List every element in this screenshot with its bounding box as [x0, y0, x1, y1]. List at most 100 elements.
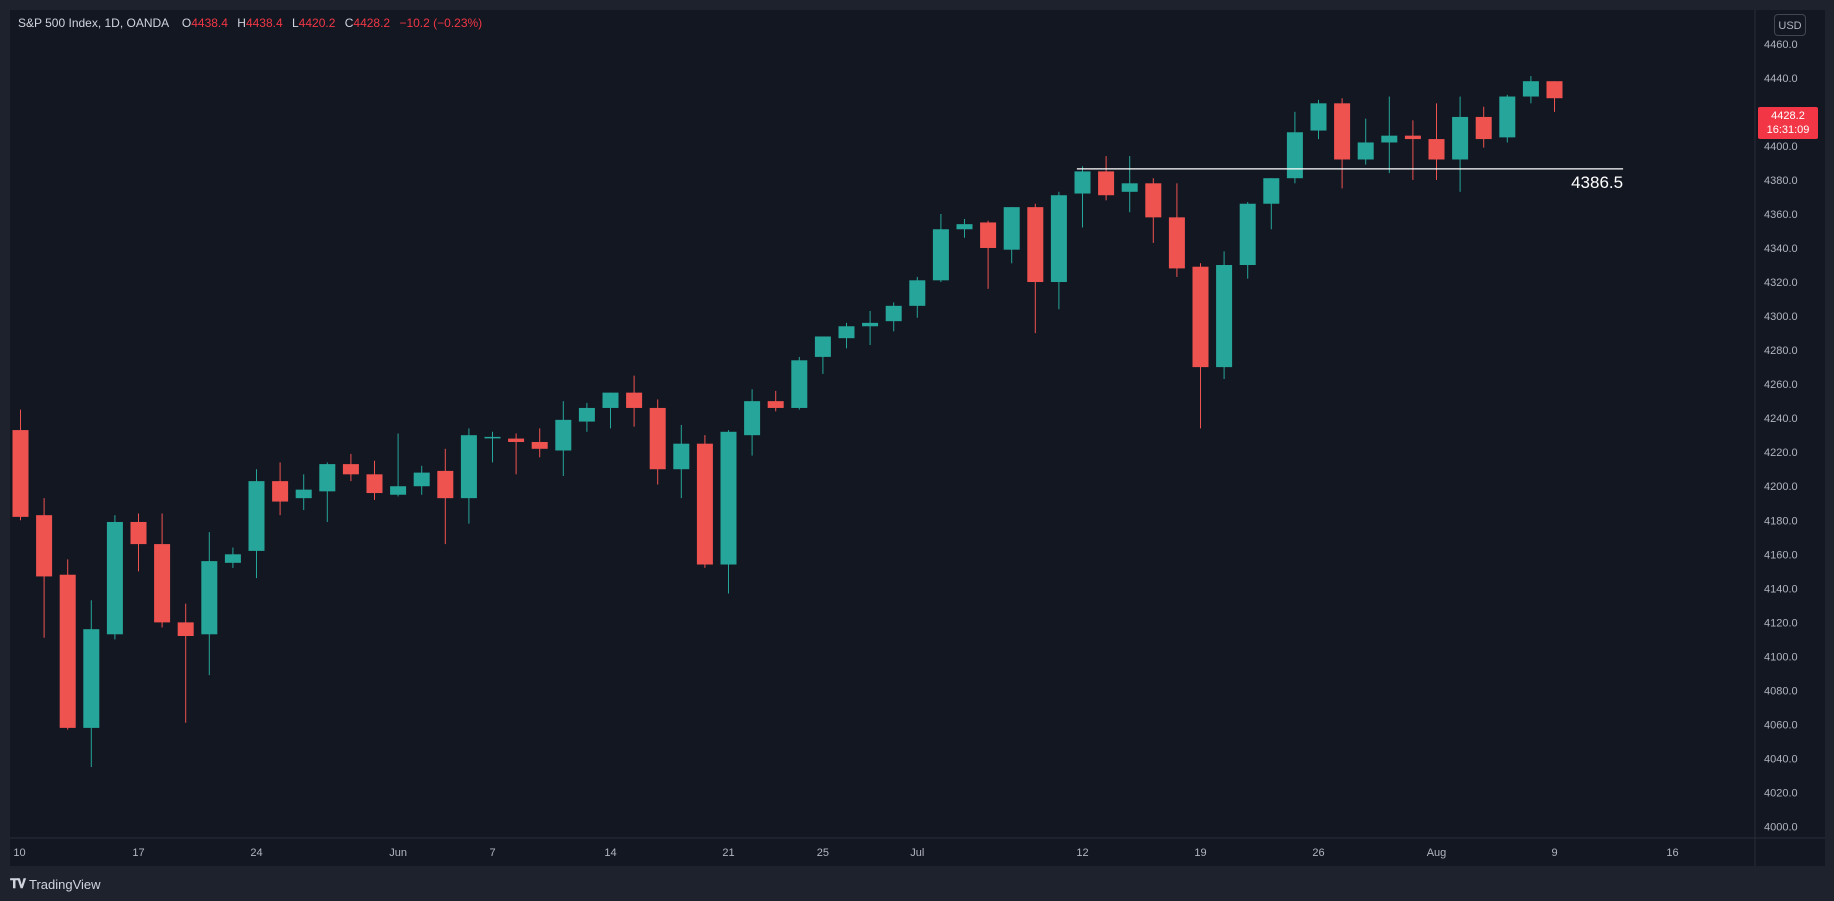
price-axis[interactable]	[1755, 10, 1825, 866]
candle[interactable]	[366, 460, 383, 500]
candle[interactable]	[649, 399, 666, 485]
candle[interactable]	[83, 600, 100, 768]
candle[interactable]	[342, 453, 359, 482]
candle-body	[83, 629, 100, 728]
candle-body	[791, 360, 808, 408]
candle[interactable]	[12, 409, 29, 521]
candle[interactable]	[36, 498, 53, 638]
candle[interactable]	[791, 356, 808, 410]
candle-body	[649, 407, 666, 470]
candle[interactable]	[673, 424, 690, 499]
candle-body	[1003, 207, 1020, 250]
time-tick-label: 12	[1076, 847, 1088, 859]
horizontal-line-label: 4386.5	[1571, 173, 1623, 192]
candle[interactable]	[767, 390, 784, 412]
candle-body	[390, 486, 407, 495]
candle[interactable]	[602, 392, 619, 429]
candle[interactable]	[696, 435, 713, 568]
candle[interactable]	[862, 310, 879, 345]
candle[interactable]	[177, 603, 194, 723]
candle[interactable]	[1263, 178, 1280, 230]
candle[interactable]	[956, 219, 973, 238]
plot-area[interactable]	[10, 10, 1755, 838]
candle-body	[531, 441, 548, 449]
price-tick-label: 4100.0	[1764, 651, 1798, 663]
candle[interactable]	[460, 428, 477, 524]
symbol-label[interactable]: S&P 500 Index, 1D, OANDA	[18, 16, 169, 30]
candle[interactable]	[720, 430, 737, 594]
brand[interactable]: 𝐓𝐕 TradingView	[10, 876, 101, 892]
candle[interactable]	[1357, 118, 1374, 165]
currency-button[interactable]: USD	[1774, 14, 1806, 36]
candle[interactable]	[224, 547, 241, 568]
candle-body	[980, 222, 997, 248]
time-tick-label: Aug	[1427, 847, 1447, 859]
candle[interactable]	[1121, 156, 1138, 213]
candle[interactable]	[1192, 263, 1209, 429]
price-tick-label: 4340.0	[1764, 243, 1798, 255]
candle[interactable]	[272, 462, 289, 516]
candle[interactable]	[1428, 103, 1445, 180]
candle[interactable]	[390, 433, 407, 497]
candle[interactable]	[319, 462, 336, 522]
candle[interactable]	[578, 402, 595, 432]
candle[interactable]	[1334, 98, 1351, 189]
price-tick-label: 4260.0	[1764, 379, 1798, 391]
candle[interactable]	[1381, 96, 1398, 174]
time-tick-label: 25	[817, 847, 829, 859]
candle[interactable]	[1475, 106, 1492, 148]
candle[interactable]	[248, 469, 265, 579]
candle[interactable]	[1074, 166, 1091, 228]
candle[interactable]	[1310, 99, 1327, 140]
candle[interactable]	[201, 532, 218, 676]
candle[interactable]	[130, 513, 147, 572]
candle[interactable]	[59, 559, 76, 730]
candle[interactable]	[1050, 191, 1067, 310]
candle-body	[224, 554, 241, 563]
candle[interactable]	[1522, 76, 1539, 104]
time-axis-labels: 10 17 24 Jun 7 14 21 25 Jul 12 19 26 Aug 9 16	[13, 847, 1678, 859]
price-tick-label: 4140.0	[1764, 583, 1798, 595]
candle[interactable]	[1286, 111, 1303, 184]
candle[interactable]	[1027, 203, 1044, 334]
candle-body	[1452, 116, 1469, 160]
candle[interactable]	[838, 322, 855, 349]
brand-name: TradingView	[29, 876, 101, 892]
candle[interactable]	[1098, 156, 1115, 201]
candle-body	[578, 407, 595, 422]
candle[interactable]	[484, 431, 501, 463]
candle[interactable]	[1168, 183, 1185, 277]
candle[interactable]	[531, 428, 548, 458]
candle[interactable]	[555, 401, 572, 477]
time-axis[interactable]	[10, 838, 1755, 866]
candle[interactable]	[626, 375, 643, 427]
candle[interactable]	[909, 276, 926, 318]
candle[interactable]	[1216, 251, 1233, 380]
candle[interactable]	[1452, 96, 1469, 192]
candle[interactable]	[885, 302, 902, 332]
candle[interactable]	[1546, 81, 1563, 112]
candle[interactable]	[1404, 120, 1421, 180]
close-label: C	[344, 16, 354, 30]
candle[interactable]	[932, 213, 949, 283]
candle-body	[201, 561, 218, 635]
candle[interactable]	[295, 474, 312, 511]
candle[interactable]	[1499, 94, 1516, 143]
candle[interactable]	[413, 465, 430, 495]
candle[interactable]	[1145, 178, 1162, 243]
candle[interactable]	[1239, 202, 1256, 279]
candle[interactable]	[508, 433, 525, 475]
time-tick-label: 16	[1666, 847, 1678, 859]
candle-body	[295, 489, 312, 499]
candle[interactable]	[1003, 207, 1020, 264]
candle-body	[248, 481, 265, 551]
candle[interactable]	[106, 515, 123, 640]
horizontal-line-group[interactable]: 4386.5	[1076, 168, 1624, 192]
candle-body	[862, 322, 879, 327]
candle[interactable]	[154, 513, 171, 628]
candle[interactable]	[744, 389, 761, 456]
candle[interactable]	[814, 336, 831, 374]
candle[interactable]	[437, 448, 454, 545]
candle[interactable]	[980, 220, 997, 289]
